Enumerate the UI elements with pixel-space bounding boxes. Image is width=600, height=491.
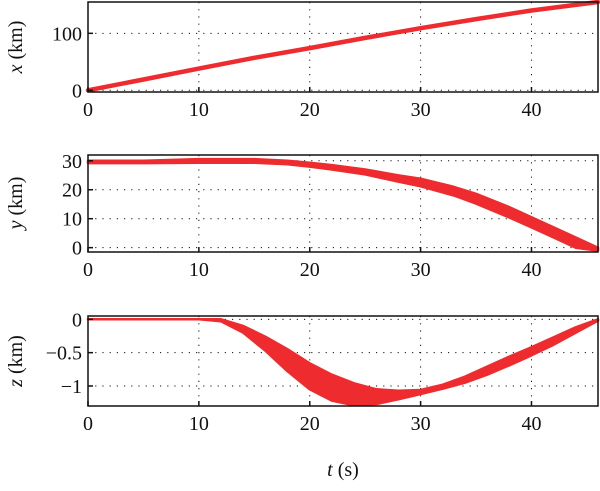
x-tick-label: 0 bbox=[83, 413, 93, 435]
x-tick-label: 0 bbox=[83, 259, 93, 281]
y-tick-label: 100 bbox=[52, 23, 82, 45]
panel-z: z (km) t (s) bbox=[5, 315, 600, 481]
y-tick-label: 0 bbox=[72, 309, 82, 331]
y-tick-label: 20 bbox=[62, 180, 82, 202]
plot-frame-x bbox=[87, 1, 599, 93]
series-band-z bbox=[86, 318, 600, 407]
x-axis-label: t (s) bbox=[327, 459, 359, 481]
x-tick-label: 20 bbox=[300, 413, 320, 435]
x-tick-label: 0 bbox=[83, 99, 93, 121]
x-tick-label: 40 bbox=[521, 259, 541, 281]
y-axis-label-y: y (km) bbox=[5, 177, 27, 232]
x-tick-label: 30 bbox=[411, 259, 431, 281]
y-tick-label: 0 bbox=[72, 238, 82, 260]
x-tick-label: 10 bbox=[189, 413, 209, 435]
y-tick-label: −1 bbox=[61, 376, 82, 398]
y-axis-label-x: x (km) bbox=[5, 21, 27, 75]
y-tick-label: 10 bbox=[62, 209, 82, 231]
plot-area-z bbox=[86, 316, 600, 407]
plot-area-x bbox=[85, 0, 600, 93]
x-tick-label: 30 bbox=[411, 99, 431, 121]
x-tick-label: 40 bbox=[521, 413, 541, 435]
y-tick-label: 0 bbox=[72, 80, 82, 102]
plot-area-y bbox=[86, 155, 600, 252]
series-line-x bbox=[85, 0, 600, 93]
x-tick-label: 20 bbox=[300, 259, 320, 281]
x-tick-label: 30 bbox=[411, 413, 431, 435]
x-tick-label: 10 bbox=[189, 259, 209, 281]
y-tick-label: 30 bbox=[62, 151, 82, 173]
series-band-y bbox=[86, 157, 600, 252]
plot-frame-y bbox=[87, 154, 599, 253]
panel-y: y (km) bbox=[5, 154, 600, 253]
x-tick-label: 40 bbox=[521, 99, 541, 121]
plot-frame-z bbox=[87, 315, 599, 407]
x-tick-label: 10 bbox=[189, 99, 209, 121]
y-tick-label: −0.5 bbox=[46, 343, 82, 365]
x-tick-label: 20 bbox=[300, 99, 320, 121]
panel-x: x (km) bbox=[5, 0, 600, 93]
y-axis-label-z: z (km) bbox=[5, 335, 27, 388]
